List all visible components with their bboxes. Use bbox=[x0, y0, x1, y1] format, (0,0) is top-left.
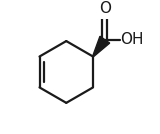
Text: O: O bbox=[99, 1, 111, 16]
Polygon shape bbox=[93, 36, 110, 57]
Text: OH: OH bbox=[120, 32, 144, 47]
